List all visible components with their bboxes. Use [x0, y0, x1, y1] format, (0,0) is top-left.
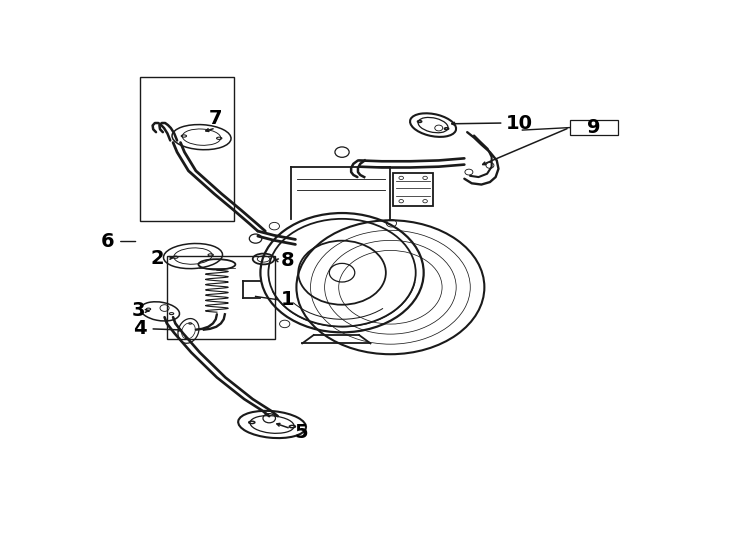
Text: 3: 3 — [131, 301, 145, 320]
Text: 10: 10 — [506, 114, 533, 133]
Text: 9: 9 — [587, 118, 600, 137]
Bar — [393, 173, 433, 206]
Text: 1: 1 — [281, 290, 295, 309]
Bar — [570, 120, 618, 136]
Text: 7: 7 — [209, 110, 222, 129]
Text: 8: 8 — [281, 251, 295, 269]
Bar — [167, 256, 275, 339]
Text: 2: 2 — [150, 248, 164, 268]
Text: 4: 4 — [134, 319, 147, 339]
Text: 5: 5 — [294, 423, 308, 442]
Text: 6: 6 — [101, 232, 115, 251]
Bar — [140, 77, 234, 221]
